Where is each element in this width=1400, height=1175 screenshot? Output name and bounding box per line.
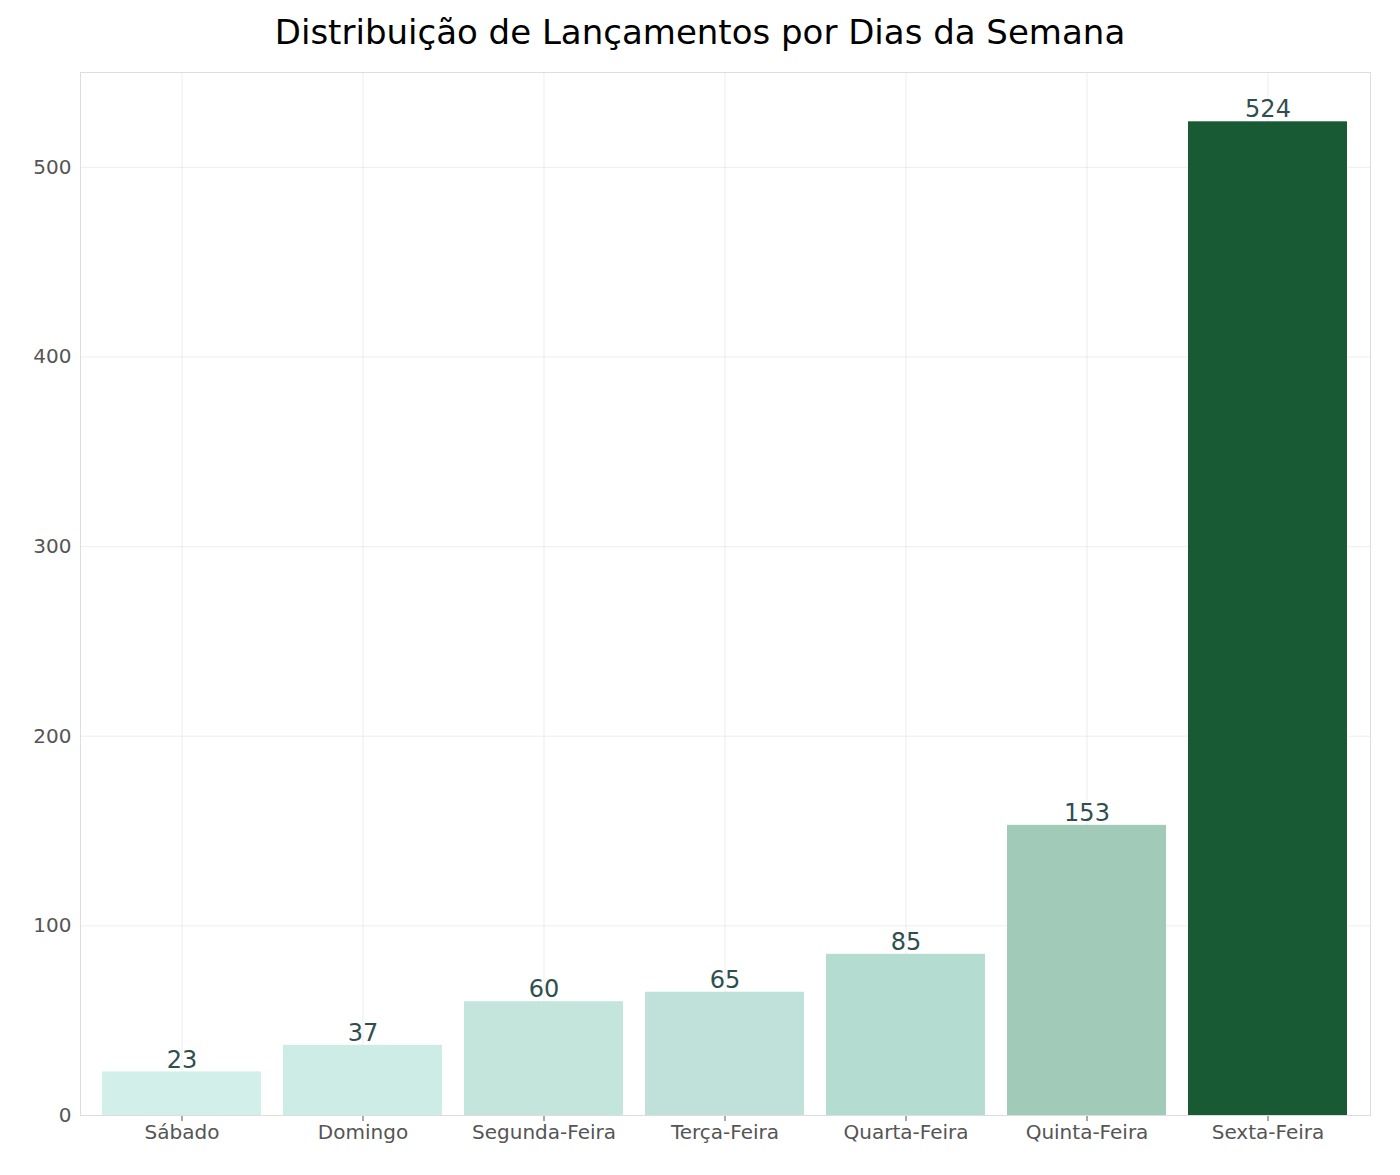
svg-text:153: 153 — [1064, 799, 1110, 827]
svg-text:500: 500 — [33, 155, 71, 179]
svg-text:524: 524 — [1245, 95, 1291, 123]
svg-text:65: 65 — [710, 966, 741, 994]
svg-text:300: 300 — [33, 534, 71, 558]
svg-text:200: 200 — [33, 724, 71, 748]
svg-text:Sábado: Sábado — [145, 1120, 220, 1144]
svg-text:0: 0 — [59, 1103, 72, 1127]
svg-text:Terça-Feira: Terça-Feira — [670, 1120, 779, 1144]
svg-text:37: 37 — [348, 1019, 379, 1047]
svg-text:60: 60 — [529, 975, 560, 1003]
svg-text:Sexta-Feira: Sexta-Feira — [1212, 1120, 1325, 1144]
svg-text:Quarta-Feira: Quarta-Feira — [844, 1120, 969, 1144]
svg-text:400: 400 — [33, 344, 71, 368]
svg-text:85: 85 — [891, 928, 922, 956]
svg-text:100: 100 — [33, 913, 71, 937]
svg-text:Quinta-Feira: Quinta-Feira — [1026, 1120, 1149, 1144]
svg-text:23: 23 — [167, 1046, 198, 1074]
svg-text:Domingo: Domingo — [318, 1120, 408, 1144]
html-text:Distribuição de Lançamentos po: Distribuição de Lançamentos por Dias da … — [274, 12, 1126, 52]
svg-text:Segunda-Feira: Segunda-Feira — [472, 1120, 616, 1144]
